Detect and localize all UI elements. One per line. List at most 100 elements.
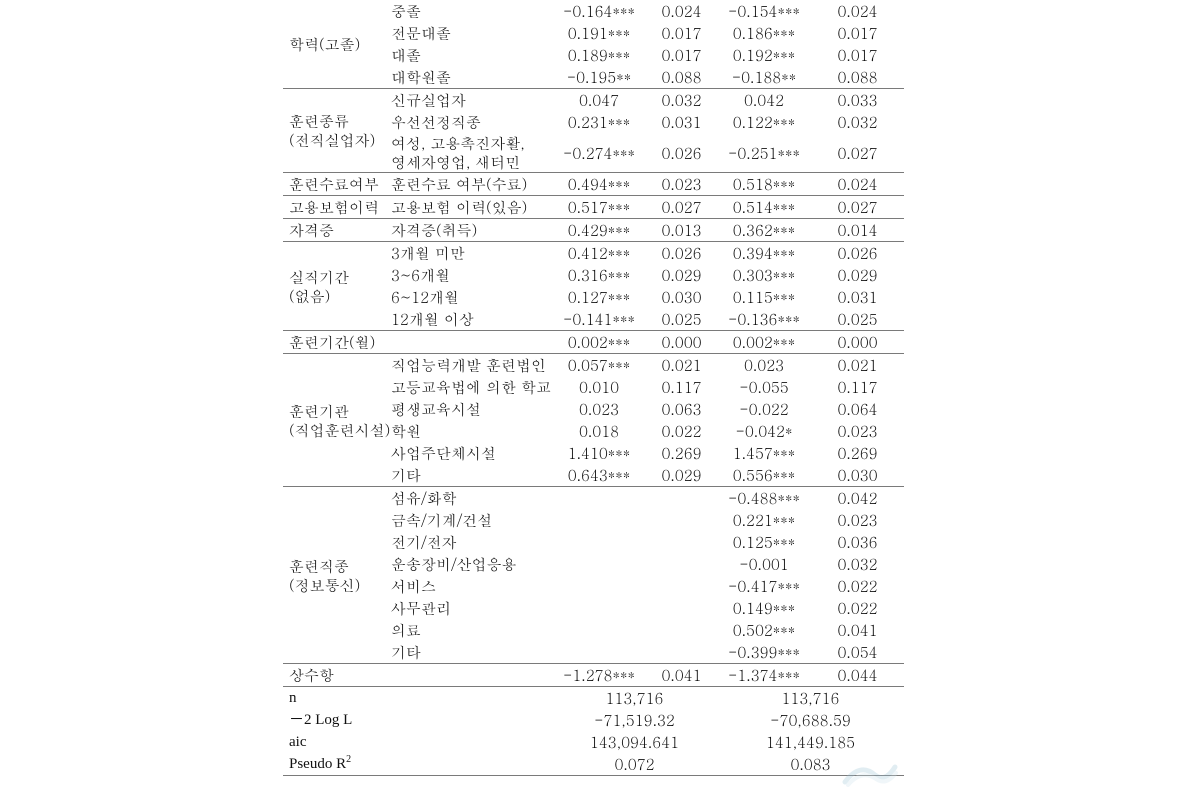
cell: -0.154*** bbox=[717, 0, 811, 22]
row-label: 대졸 bbox=[387, 44, 552, 66]
cell: 0.026 bbox=[646, 133, 717, 173]
stat-ll-label: －2 Log L bbox=[283, 709, 552, 731]
cell: 0.149*** bbox=[717, 597, 811, 619]
cell: 0.556*** bbox=[717, 464, 811, 487]
row-label: 운송장비/산업응용 bbox=[387, 553, 552, 575]
cell: 0.517*** bbox=[552, 196, 646, 219]
cell: 0.022 bbox=[811, 597, 904, 619]
group-label: (전직실업자) bbox=[289, 130, 375, 151]
cell: 0.192*** bbox=[717, 44, 811, 66]
page: 학력(고졸) 중졸 -0.164*** 0.024 -0.154*** 0.02… bbox=[0, 0, 1190, 787]
cell: 0.269 bbox=[811, 442, 904, 464]
stat-r2-m1: 0.072 bbox=[552, 753, 717, 776]
group-complete: 훈련수료여부 bbox=[283, 173, 387, 196]
cell: 0.063 bbox=[646, 398, 717, 420]
cell: -0.195** bbox=[552, 66, 646, 89]
cell: 0.494*** bbox=[552, 173, 646, 196]
cell: 0.030 bbox=[811, 464, 904, 487]
cell: 0.054 bbox=[811, 641, 904, 664]
cell: 0.029 bbox=[646, 264, 717, 286]
cell: 0.033 bbox=[811, 89, 904, 112]
cell: 1.410*** bbox=[552, 442, 646, 464]
cell: 0.643*** bbox=[552, 464, 646, 487]
cell: 0.122*** bbox=[717, 111, 811, 133]
cell: -0.141*** bbox=[552, 308, 646, 331]
cell: 0.022 bbox=[646, 420, 717, 442]
row-label: 전기/전자 bbox=[387, 531, 552, 553]
cell: -0.488*** bbox=[717, 487, 811, 510]
cell: -0.136*** bbox=[717, 308, 811, 331]
cell: 0.029 bbox=[646, 464, 717, 487]
empty-cell bbox=[646, 487, 717, 664]
row-label: 고용보험 이력(있음) bbox=[387, 196, 552, 219]
cell: 0.032 bbox=[811, 553, 904, 575]
cell: 0.027 bbox=[811, 196, 904, 219]
row-label: 기타 bbox=[387, 464, 552, 487]
cell: 0.518*** bbox=[717, 173, 811, 196]
row-label: 신규실업자 bbox=[387, 89, 552, 112]
cell: 0.024 bbox=[811, 173, 904, 196]
cell: -0.188** bbox=[717, 66, 811, 89]
cell: 0.000 bbox=[646, 331, 717, 354]
row-label: 여성, 고용촉진자활, 영세자영업, 새터민 bbox=[387, 133, 552, 173]
cell: 0.010 bbox=[552, 376, 646, 398]
row-label: 사업주단체시설 bbox=[387, 442, 552, 464]
cell: 0.064 bbox=[811, 398, 904, 420]
row-label: 6~12개월 bbox=[387, 286, 552, 308]
group-cert: 자격증 bbox=[283, 219, 387, 242]
group-label: (직업훈련시설) bbox=[289, 420, 390, 441]
cell: 0.024 bbox=[811, 0, 904, 22]
cell: 0.023 bbox=[717, 354, 811, 377]
cell: 0.088 bbox=[811, 66, 904, 89]
cell: 0.025 bbox=[811, 308, 904, 331]
cell: 0.088 bbox=[646, 66, 717, 89]
cell: -1.278*** bbox=[552, 664, 646, 687]
row-label: 서비스 bbox=[387, 575, 552, 597]
cell: 0.041 bbox=[811, 619, 904, 641]
row-label: 의료 bbox=[387, 619, 552, 641]
group-edu: 학력(고졸) bbox=[283, 0, 387, 89]
cell: -0.055 bbox=[717, 376, 811, 398]
group-unemp: 실직기간 (없음) bbox=[283, 242, 387, 331]
cell: -0.399*** bbox=[717, 641, 811, 664]
row-label: 평생교육시설 bbox=[387, 398, 552, 420]
cell: -0.022 bbox=[717, 398, 811, 420]
row-label: 학원 bbox=[387, 420, 552, 442]
cell: 0.117 bbox=[646, 376, 717, 398]
cell: 0.125*** bbox=[717, 531, 811, 553]
cell: 0.025 bbox=[646, 308, 717, 331]
group-label: 훈련직종 bbox=[289, 556, 349, 577]
cell: 0.026 bbox=[646, 242, 717, 265]
cell: 0.362*** bbox=[717, 219, 811, 242]
cell: 0.231*** bbox=[552, 111, 646, 133]
cell: 0.221*** bbox=[717, 509, 811, 531]
row-label: 기타 bbox=[387, 641, 552, 664]
group-insurance: 고용보험이력 bbox=[283, 196, 387, 219]
cell: -0.417*** bbox=[717, 575, 811, 597]
cell: 0.017 bbox=[811, 44, 904, 66]
row-label: 금속/기계/건설 bbox=[387, 509, 552, 531]
cell: 0.000 bbox=[811, 331, 904, 354]
group-label: 훈련종류 bbox=[289, 111, 349, 132]
cell: 0.032 bbox=[811, 111, 904, 133]
cell: 0.017 bbox=[811, 22, 904, 44]
cell: 0.117 bbox=[811, 376, 904, 398]
cell: 0.032 bbox=[646, 89, 717, 112]
row-label: 훈련수료 여부(수료) bbox=[387, 173, 552, 196]
stat-ll-m1: -71,519.32 bbox=[552, 709, 717, 731]
stat-aic-m2: 141,449.185 bbox=[717, 731, 904, 753]
cell: 0.514*** bbox=[717, 196, 811, 219]
row-label-line: 여성, 고용촉진자활, bbox=[391, 133, 525, 154]
cell: 0.021 bbox=[811, 354, 904, 377]
cell: 0.018 bbox=[552, 420, 646, 442]
group-label: 훈련기관 bbox=[289, 401, 349, 422]
cell: 0.044 bbox=[811, 664, 904, 687]
watermark-icon bbox=[840, 757, 900, 787]
group-label: (없음) bbox=[289, 286, 330, 307]
cell: 0.191*** bbox=[552, 22, 646, 44]
cell: 0.024 bbox=[646, 0, 717, 22]
cell: 0.017 bbox=[646, 44, 717, 66]
group-constant: 상수항 bbox=[283, 664, 552, 687]
cell: 0.502*** bbox=[717, 619, 811, 641]
row-label: 직업능력개발 훈련법인 bbox=[387, 354, 552, 377]
